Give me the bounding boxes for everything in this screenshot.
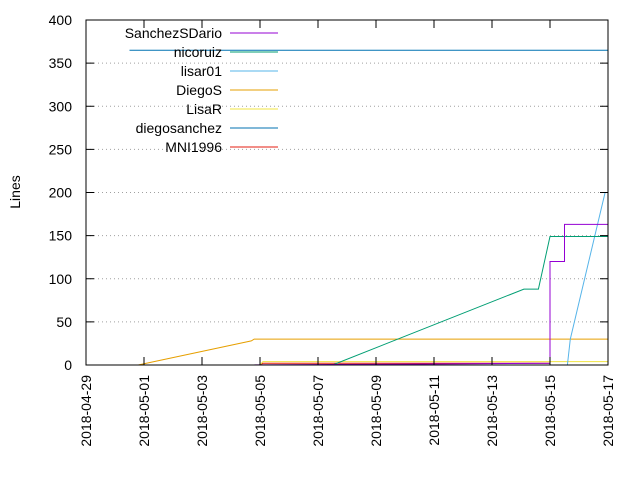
legend-label: MNI1996 <box>165 139 222 155</box>
legend: SanchezSDario nicoruiz lisar01 DiegoS LisaR d… <box>125 25 278 155</box>
y-tick-label: 50 <box>56 314 72 330</box>
legend-label: diegosanchez <box>136 120 222 136</box>
series-line <box>332 236 608 366</box>
x-tick-label: 2018-05-13 <box>484 375 500 447</box>
y-axis-label: Lines <box>7 175 23 208</box>
x-tick-label: 2018-05-01 <box>136 375 152 447</box>
legend-label: LisaR <box>186 101 222 117</box>
y-tick-label: 250 <box>49 141 73 157</box>
series-line <box>566 192 606 366</box>
x-tick-label: 2018-05-05 <box>252 375 268 447</box>
series-line <box>138 338 608 366</box>
x-tick-label: 2018-05-07 <box>310 375 326 447</box>
axes: 0 50 100 150 200 250 300 350 400 2018-04-29 2018-0… <box>49 12 616 447</box>
series-line <box>259 361 608 366</box>
x-tick-label: 2018-05-15 <box>542 375 558 447</box>
x-tick-label: 2018-05-11 <box>426 375 442 446</box>
legend-label: lisar01 <box>181 63 222 79</box>
x-tick-label: 2018-04-29 <box>78 375 94 447</box>
legend-label: nicoruiz <box>174 44 222 60</box>
legend-label: SanchezSDario <box>125 25 222 41</box>
legend-label: DiegoS <box>176 82 222 98</box>
x-tick-label: 2018-05-03 <box>194 375 210 447</box>
y-tick-label: 100 <box>49 271 73 287</box>
x-tick-label: 2018-05-17 <box>600 375 616 447</box>
y-tick-label: 300 <box>49 98 73 114</box>
y-tick-label: 350 <box>49 55 73 71</box>
y-tick-label: 0 <box>64 357 72 373</box>
y-tick-label: 150 <box>49 228 73 244</box>
y-tick-label: 400 <box>49 12 73 28</box>
x-tick-label: 2018-05-09 <box>368 375 384 447</box>
y-tick-label: 200 <box>49 185 73 201</box>
grid <box>86 62 608 323</box>
